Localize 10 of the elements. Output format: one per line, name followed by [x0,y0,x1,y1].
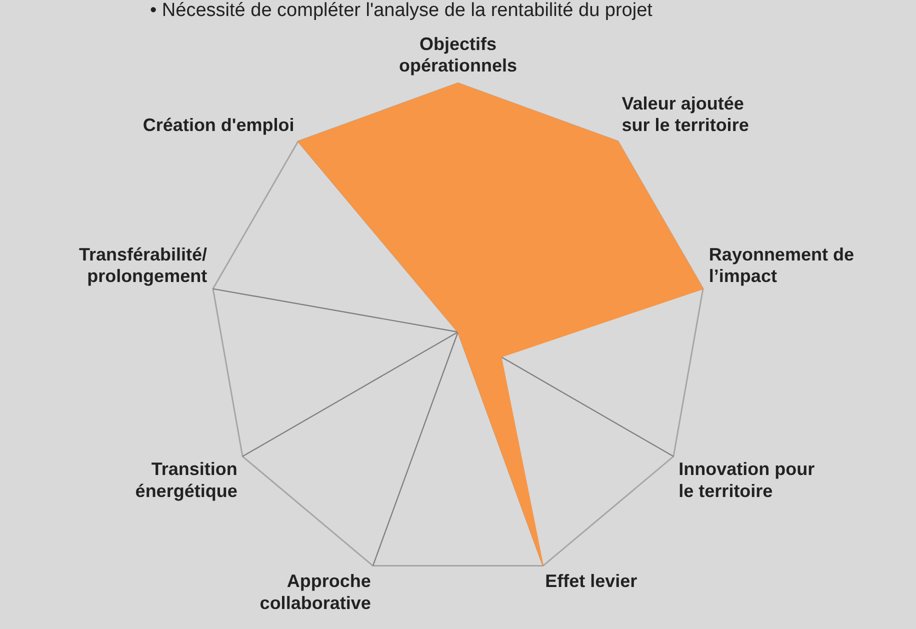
text: • Nécessité de compléter l'analyse de la rentabilité du projet [150,0,652,22]
spoke-label: Objectifs opérationnels [398,34,518,76]
spoke-label: Création d'emploi [142,114,294,135]
spoke-label: Rayonnement de l’impact [708,244,854,286]
spoke-label: Effet levier [545,571,638,592]
spoke-label: Valeur ajoutée sur le territoire [622,93,749,135]
spoke-label: Innovation pour le territoire [678,459,815,501]
spoke-label: Transition énergétique [135,459,238,501]
spoke-label: Approche collaborative [260,571,371,613]
spoke-label: Transférabilité/ prolongement [79,244,208,286]
